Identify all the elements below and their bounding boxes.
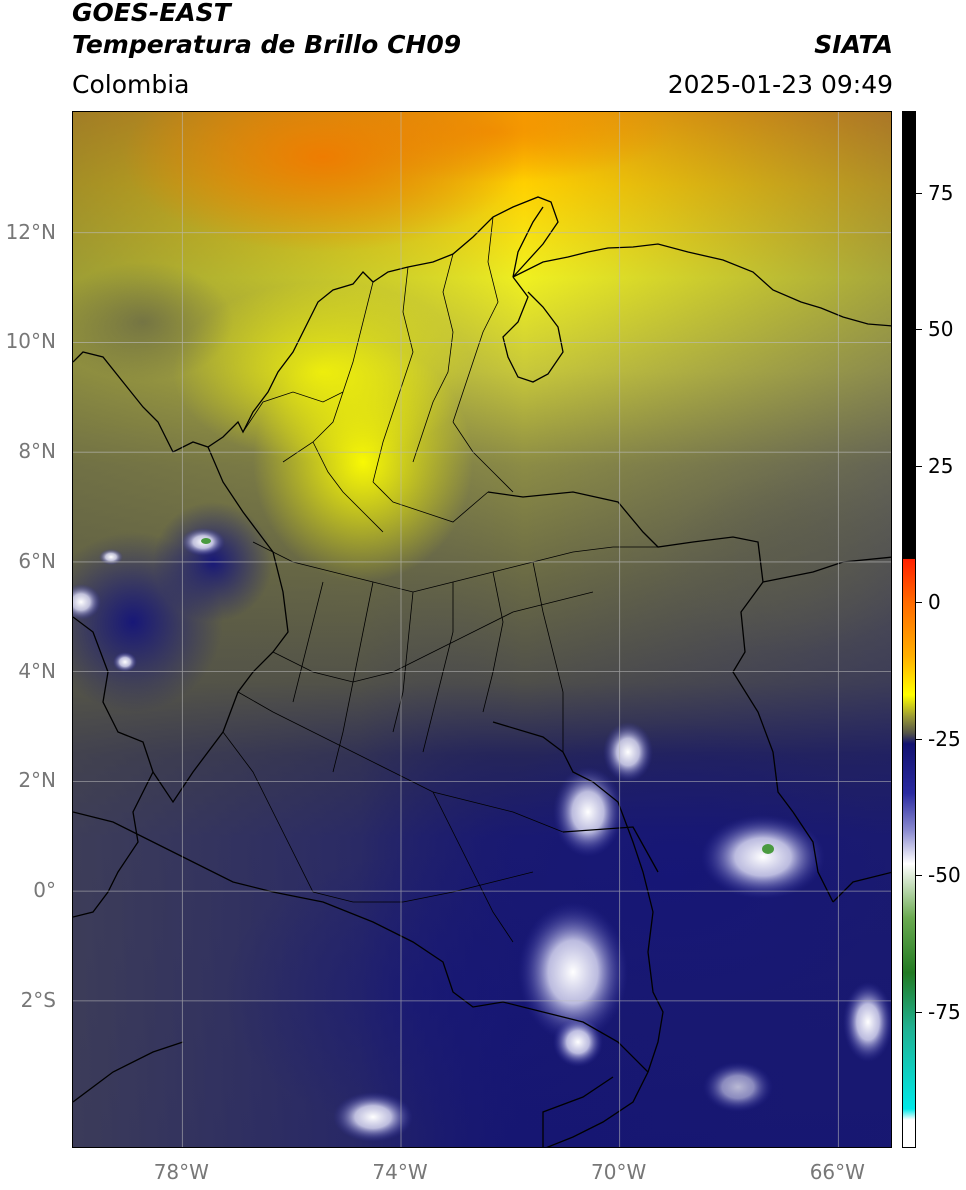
colorbar (902, 111, 916, 1148)
graticule (73, 112, 891, 1147)
colorbar-tick-label: 75 (928, 180, 954, 205)
latitude-tick-label: 6°N (18, 548, 56, 573)
latitude-tick-label: 2°S (20, 987, 56, 1012)
colorbar-tick-mark (916, 738, 922, 740)
longitude-tick-label: 70°W (591, 1160, 647, 1184)
colorbar-tick-mark (916, 602, 922, 604)
colorbar-tick-mark (916, 192, 922, 194)
latitude-tick-label: 0° (33, 878, 56, 903)
satellite-map (72, 111, 892, 1148)
longitude-tick-label: 74°W (372, 1160, 428, 1184)
colorbar-tick-label: -25 (928, 726, 961, 751)
datetime-label: 2025-01-23 09:49 (667, 70, 893, 99)
longitude-tick-label: 66°W (809, 1160, 865, 1184)
region-label: Colombia (72, 70, 190, 99)
latitude-tick-label: 8°N (18, 439, 56, 464)
latitude-tick-label: 2°N (18, 768, 56, 793)
colorbar-tick-mark (916, 875, 922, 877)
colorbar-tick-label: 0 (928, 590, 941, 615)
colorbar-tick-label: -75 (928, 999, 961, 1024)
organization-label: SIATA (814, 30, 893, 59)
colorbar-tick-label: 50 (928, 317, 954, 342)
latitude-tick-label: 12°N (5, 219, 56, 244)
title-product: Temperatura de Brillo CH09 (72, 30, 462, 59)
cold-cloud-tops (73, 528, 891, 1142)
colorbar-tick-label: 25 (928, 453, 954, 478)
latitude-tick-label: 10°N (5, 329, 56, 354)
latitude-tick-label: 4°N (18, 658, 56, 683)
coastlines-and-borders (73, 196, 891, 1147)
longitude-tick-label: 78°W (153, 1160, 209, 1184)
colorbar-tick-mark (916, 465, 922, 467)
colorbar-tick-mark (916, 329, 922, 331)
colorbar-tick-label: -50 (928, 863, 961, 888)
colorbar-tick-mark (916, 1011, 922, 1013)
title-satellite: GOES-EAST (72, 0, 231, 27)
